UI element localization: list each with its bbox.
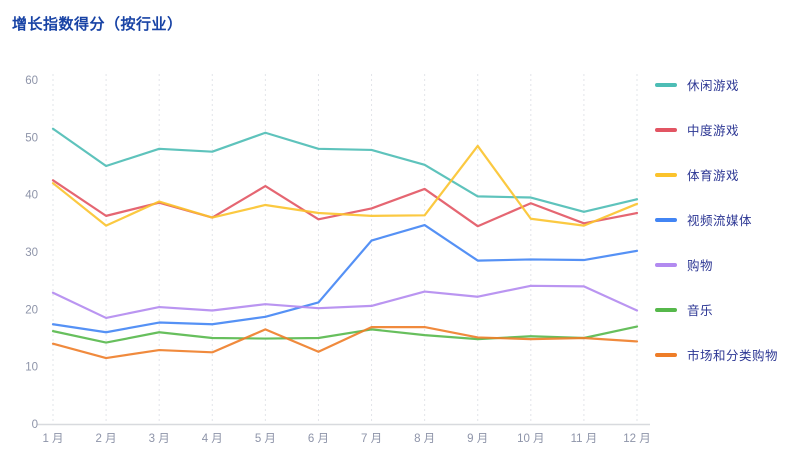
series-line-casual-games	[51, 127, 639, 213]
x-tick-label: 5 月	[255, 433, 276, 445]
x-tick-label: 9 月	[467, 433, 488, 445]
x-tick-label: 1 月	[42, 433, 63, 445]
legend-item-marketplace-classified-shopping[interactable]: 市场和分类购物	[655, 332, 778, 377]
legend-swatch-icon	[655, 307, 677, 312]
y-axis-ticks: 0 10 20 30 40 50 60	[25, 75, 38, 431]
x-tick-label: 8 月	[414, 433, 435, 445]
x-tick-label: 10 月	[517, 433, 545, 445]
legend-item-label: 体育游戏	[687, 169, 740, 183]
y-tick-label: 10	[25, 362, 38, 374]
gridlines	[52, 74, 638, 424]
x-tick-label: 2 月	[96, 433, 117, 445]
series-line-sports-games	[51, 144, 639, 227]
y-tick-label: 60	[25, 75, 38, 87]
y-tick-label: 50	[25, 132, 38, 144]
y-tick-label: 40	[25, 190, 38, 202]
legend-item-label: 视频流媒体	[687, 214, 753, 228]
x-tick-label: 11 月	[571, 433, 598, 445]
x-tick-label: 6 月	[308, 433, 329, 445]
legend-item-label: 市场和分类购物	[687, 349, 779, 363]
legend-swatch-icon	[655, 127, 677, 132]
series-line-music	[51, 325, 639, 344]
x-tick-label: 4 月	[202, 433, 223, 445]
x-axis-ticks: 1 月 2 月 3 月 4 月 5 月 6 月 7 月 8 月 9 月 10 月 11 月 12 月	[42, 433, 650, 445]
series-line-shopping	[51, 284, 639, 320]
legend-swatch-icon	[655, 217, 677, 222]
y-tick-label: 0	[32, 419, 38, 431]
y-tick-label: 20	[25, 304, 38, 316]
x-tick-label: 12 月	[623, 433, 651, 445]
x-tick-label: 3 月	[149, 433, 170, 445]
legend-swatch-icon	[655, 352, 677, 357]
page-title: 增长指数得分（按行业）	[12, 16, 183, 33]
legend-swatch-icon	[655, 82, 677, 87]
legend-item-label: 休闲游戏	[687, 79, 740, 93]
legend-item-casual-games[interactable]: 休闲游戏	[655, 62, 778, 107]
legend-swatch-icon	[655, 172, 677, 177]
series-line-marketplace-classified-shopping	[51, 326, 639, 360]
legend-swatch-icon	[655, 262, 677, 267]
x-tick-label: 7 月	[361, 433, 382, 445]
y-tick-label: 30	[25, 247, 38, 259]
legend-item-midcore-games[interactable]: 中度游戏	[655, 107, 778, 152]
legend-item-shopping[interactable]: 购物	[655, 242, 778, 287]
legend-item-video-streaming[interactable]: 视频流媒体	[655, 197, 778, 242]
legend-item-label: 音乐	[687, 304, 714, 318]
legend-item-label: 购物	[687, 259, 714, 273]
legend-item-label: 中度游戏	[687, 124, 740, 138]
chart-legend: 休闲游戏中度游戏体育游戏视频流媒体购物音乐市场和分类购物	[655, 62, 778, 377]
legend-item-music[interactable]: 音乐	[655, 287, 778, 332]
series-line-video-streaming	[51, 223, 639, 334]
legend-item-sports-games[interactable]: 体育游戏	[655, 152, 778, 197]
